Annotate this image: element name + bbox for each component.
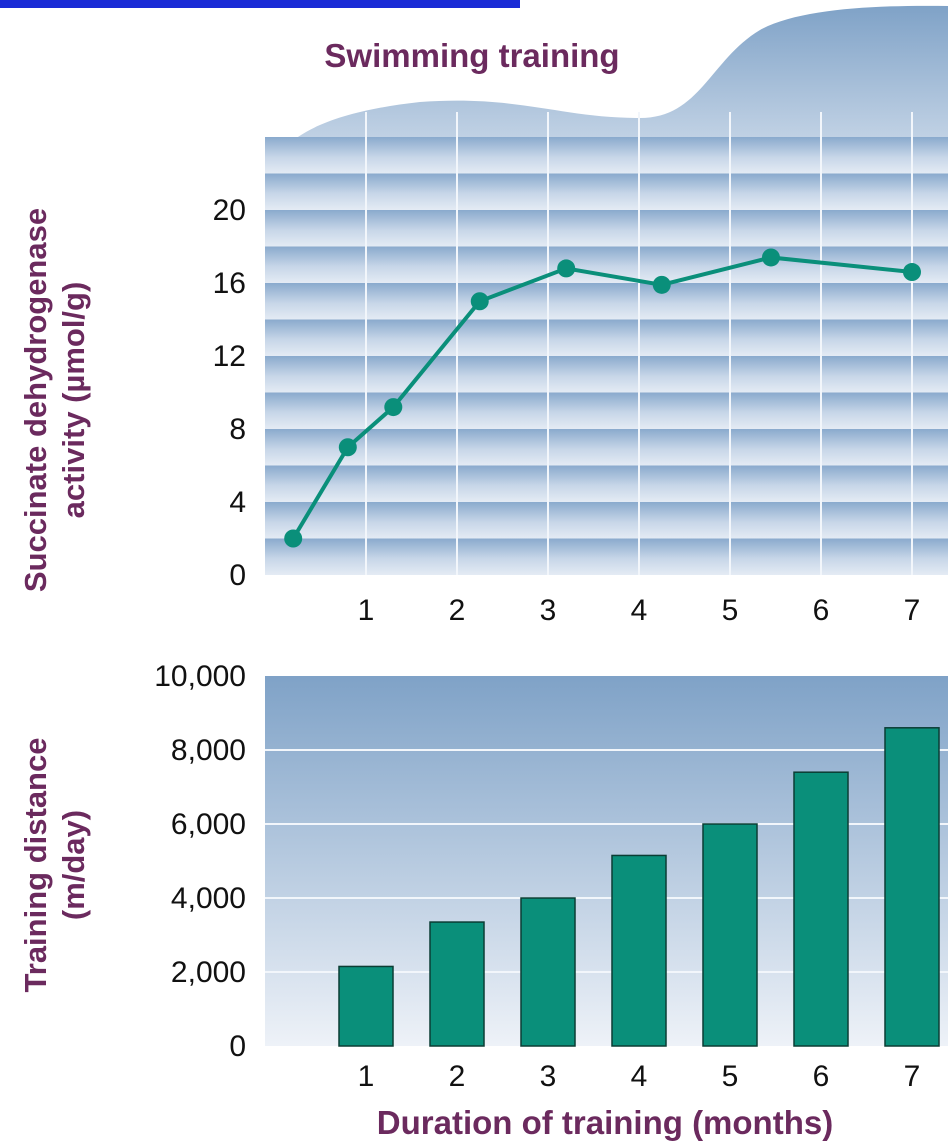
line-chart-band — [265, 319, 948, 356]
line-chart-band — [265, 502, 948, 539]
line-point — [761, 248, 780, 267]
bar — [611, 854, 667, 1047]
line-point — [470, 292, 489, 311]
bar-chart-xlabel: Duration of training (months) — [377, 1104, 833, 1141]
bar-chart: 0 2,000 4,000 6,000 8,000 10,000 1 2 3 4 5 6 7 Trai… — [18, 660, 948, 1141]
line-chart-band — [265, 283, 948, 320]
line-point — [338, 438, 357, 457]
line-chart-vgrid — [365, 112, 913, 575]
line-chart-xtick-label: 5 — [722, 594, 739, 627]
bar-chart-xtick-label: 1 — [358, 1060, 375, 1093]
line-chart-band — [265, 173, 948, 210]
bar — [338, 965, 394, 1047]
line-chart-band — [265, 137, 948, 174]
line-chart-band — [265, 210, 948, 247]
line-chart-ylabel-1: Succinate dehydrogenase — [18, 208, 53, 592]
line-chart-ytick-label: 0 — [229, 559, 246, 592]
bar-chart-ylabel-1: Training distance — [18, 738, 53, 993]
bar-chart-xtick-label: 5 — [722, 1060, 739, 1093]
bar-chart-xticks: 1 2 3 4 5 6 7 — [358, 1060, 921, 1093]
bar-chart-ylabel-2: (m/day) — [56, 810, 91, 920]
bar-chart-ytick-label: 2,000 — [171, 956, 246, 989]
bar-chart-ytick-label: 6,000 — [171, 808, 246, 841]
line-chart-bands — [265, 137, 948, 575]
bar — [884, 727, 940, 1047]
line-chart-xticks: 1 2 3 4 5 6 7 — [358, 594, 921, 627]
line-point — [903, 263, 921, 282]
line-chart-band — [265, 538, 948, 575]
line-chart-ytick-label: 4 — [229, 486, 246, 519]
line-point — [652, 275, 671, 294]
bar — [520, 897, 576, 1047]
line-chart-ytick-label: 20 — [213, 194, 246, 227]
line-chart-title: Swimming training — [324, 37, 619, 74]
bar-chart-yticks: 0 2,000 4,000 6,000 8,000 10,000 — [154, 660, 246, 1063]
bar — [429, 921, 485, 1047]
line-chart-ylabel-2: activity (µmol/g) — [56, 282, 91, 519]
bar-chart-ytick-label: 0 — [229, 1030, 246, 1063]
line-chart-xtick-label: 1 — [358, 594, 375, 627]
line-chart-xtick-label: 3 — [540, 594, 557, 627]
line-chart-xtick-label: 7 — [904, 594, 921, 627]
line-point — [284, 529, 303, 548]
line-chart-xtick-label: 4 — [631, 594, 648, 627]
bar-chart-ytick-label: 4,000 — [171, 882, 246, 915]
line-chart-ytick-label: 16 — [213, 267, 246, 300]
line-chart-ytick-label: 12 — [213, 340, 246, 373]
line-chart-xtick-label: 2 — [449, 594, 466, 627]
bar — [793, 771, 849, 1047]
bar-chart-xtick-label: 7 — [904, 1060, 921, 1093]
bar-chart-bars — [338, 727, 940, 1047]
line-point — [557, 259, 576, 278]
line-chart-xtick-label: 6 — [813, 594, 830, 627]
bar-chart-xtick-label: 3 — [540, 1060, 557, 1093]
line-series — [291, 255, 913, 540]
bar-chart-xtick-label: 2 — [449, 1060, 466, 1093]
line-points — [284, 248, 921, 548]
line-chart-band — [265, 429, 948, 466]
bar-chart-xtick-label: 4 — [631, 1060, 648, 1093]
line-point — [384, 398, 403, 417]
line-chart-ytick-label: 8 — [229, 413, 246, 446]
line-chart-band — [265, 392, 948, 429]
line-chart-band — [265, 465, 948, 502]
line-chart-yticks: 0 4 8 12 16 20 — [213, 194, 246, 592]
bar — [702, 823, 758, 1047]
bar-chart-ytick-label: 10,000 — [154, 660, 246, 693]
cut-title-fragment — [0, 0, 520, 8]
bar-chart-ytick-label: 8,000 — [171, 734, 246, 767]
bar-chart-xtick-label: 6 — [813, 1060, 830, 1093]
line-chart-band — [265, 356, 948, 393]
